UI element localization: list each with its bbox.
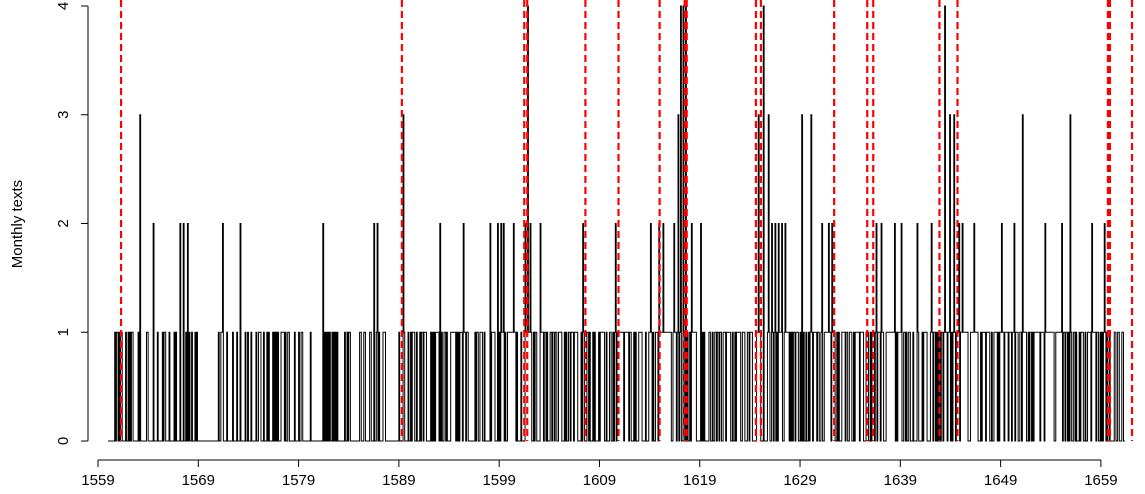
event-lines <box>119 0 1134 441</box>
x-tick-label: 1579 <box>282 472 315 489</box>
y-tick-label: 0 <box>55 437 72 445</box>
x-tick-label: 1569 <box>182 472 215 489</box>
x-tick-label: 1589 <box>382 472 415 489</box>
y-tick-label: 3 <box>55 111 72 119</box>
x-tick-label: 1559 <box>81 472 114 489</box>
y-axis-title: Monthly texts <box>9 180 26 268</box>
monthly-texts-series <box>108 5 1125 442</box>
y-tick-label: 4 <box>55 2 72 10</box>
y-tick-label: 2 <box>55 219 72 227</box>
x-tick-label: 1639 <box>884 472 917 489</box>
x-tick-label: 1659 <box>1084 472 1117 489</box>
plot-area <box>108 5 1125 442</box>
x-tick-label: 1599 <box>482 472 515 489</box>
x-tick-label: 1649 <box>984 472 1017 489</box>
axes: 1559 1569 1579 1589 1599 1609 1619 1629 1639 1649… <box>55 2 1118 489</box>
x-tick-label: 1629 <box>783 472 816 489</box>
x-tick-label: 1619 <box>683 472 716 489</box>
x-tick-label: 1609 <box>583 472 616 489</box>
y-tick-label: 1 <box>55 328 72 336</box>
